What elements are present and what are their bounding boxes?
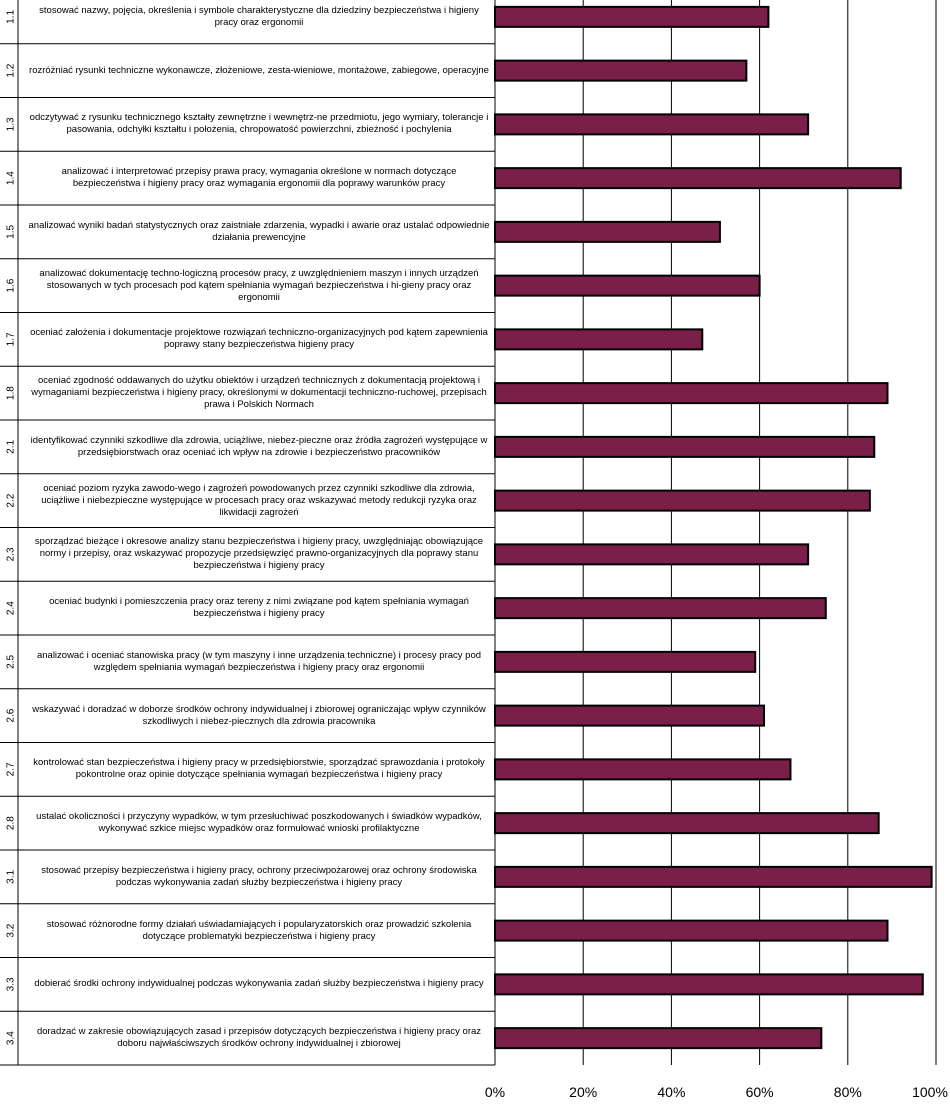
category-label-text: oceniać budynki i pomieszczenia pracy or… bbox=[49, 596, 469, 620]
category-label: identyfikować czynniki szkodliwe dla zdr… bbox=[28, 420, 490, 474]
category-code: 1.6 bbox=[6, 278, 17, 292]
category-code: 2.4 bbox=[6, 601, 17, 615]
category-label: stosować nazwy, pojęcia, określenia i sy… bbox=[28, 0, 490, 44]
category-label-text: stosować nazwy, pojęcia, określenia i sy… bbox=[39, 4, 479, 28]
bar bbox=[494, 435, 876, 458]
bar bbox=[494, 812, 880, 835]
category-label: analizować dokumentację techno-logiczną … bbox=[28, 259, 490, 313]
x-tick-label: 20% bbox=[569, 1084, 597, 1100]
category-label: kontrolować stan bezpieczeństwa i higien… bbox=[28, 743, 490, 797]
category-label: stosować przepisy bezpieczeństwa i higie… bbox=[28, 850, 490, 904]
category-code: 1.2 bbox=[6, 63, 17, 77]
category-label: oceniać poziom ryzyka zawodo-wego i zagr… bbox=[28, 474, 490, 528]
category-label-text: analizować wyniki badań statystycznych o… bbox=[28, 219, 490, 243]
category-code: 2.6 bbox=[6, 708, 17, 722]
category-label: analizować wyniki badań statystycznych o… bbox=[28, 205, 490, 259]
category-code: 2.1 bbox=[6, 439, 17, 453]
x-axis-ticks: 0% 20% 40% 60% 80% 100% bbox=[485, 1084, 948, 1100]
category-label-text: wskazywać i doradzać w doborze środków o… bbox=[32, 703, 486, 727]
category-label-text: odczytywać z rysunku technicznego kształ… bbox=[29, 112, 489, 136]
category-label: dobierać środki ochrony indywidualnej po… bbox=[28, 958, 490, 1012]
bar bbox=[494, 220, 721, 243]
bar bbox=[494, 274, 761, 297]
category-code: 2.5 bbox=[6, 654, 17, 668]
category-code: 1.3 bbox=[6, 117, 17, 131]
bars bbox=[494, 5, 933, 1050]
category-label: odczytywać z rysunku technicznego kształ… bbox=[28, 98, 490, 152]
category-label: stosować różnorodne formy działań uświad… bbox=[28, 904, 490, 958]
grid-lines bbox=[494, 0, 937, 1065]
category-label-text: analizować i oceniać stanowiska pracy (w… bbox=[36, 649, 482, 673]
bar bbox=[494, 5, 770, 28]
category-label-text: rozróżniać rysunki techniczne wykonawcze… bbox=[29, 64, 489, 76]
bar bbox=[494, 1027, 823, 1050]
category-code: 2.8 bbox=[6, 816, 17, 830]
bar bbox=[494, 650, 757, 673]
bar bbox=[494, 167, 902, 190]
category-label: doradzać w zakresie obowiązujących zasad… bbox=[28, 1011, 490, 1065]
category-code: 1.5 bbox=[6, 224, 17, 238]
category-label-text: sporządzać bieżące i okresowe analizy st… bbox=[34, 536, 484, 572]
category-label-text: doradzać w zakresie obowiązujących zasad… bbox=[36, 1026, 482, 1050]
bar bbox=[494, 973, 924, 996]
category-code: 3.4 bbox=[6, 1031, 17, 1045]
category-label: ustalać okoliczności i przyczyny wypadkó… bbox=[28, 796, 490, 850]
x-tick-label: 60% bbox=[746, 1084, 774, 1100]
category-label-text: oceniać poziom ryzyka zawodo-wego i zagr… bbox=[41, 482, 477, 518]
category-label: oceniać budynki i pomieszczenia pracy or… bbox=[28, 581, 490, 635]
bar bbox=[494, 382, 889, 405]
category-code: 1.7 bbox=[6, 332, 17, 346]
category-label: oceniać zgodność oddawanych do użytku ob… bbox=[28, 366, 490, 420]
category-label-text: stosować różnorodne formy działań uświad… bbox=[46, 918, 472, 942]
category-label-text: analizować i interpretować przepisy praw… bbox=[61, 166, 457, 190]
category-table: 1.1 1.2 1.3 1.4 1.5 1.6 1.7 1.8 2.1 2.2 2.3 2.4 2.5 2… bbox=[0, 0, 495, 1066]
category-label-text: oceniać założenia i dokumentacje projekt… bbox=[30, 327, 488, 351]
category-label-text: ustalać okoliczności i przyczyny wypadkó… bbox=[36, 811, 482, 835]
category-label: sporządzać bieżące i okresowe analizy st… bbox=[28, 528, 490, 582]
category-label: rozróżniać rysunki techniczne wykonawcze… bbox=[28, 44, 490, 98]
category-label: oceniać założenia i dokumentacje projekt… bbox=[28, 313, 490, 367]
bar bbox=[494, 919, 889, 942]
bar bbox=[494, 758, 792, 781]
x-tick-label: 0% bbox=[485, 1084, 505, 1100]
category-label: analizować i interpretować przepisy praw… bbox=[28, 151, 490, 205]
bar bbox=[494, 543, 810, 566]
category-code: 1.8 bbox=[6, 386, 17, 400]
category-code: 2.3 bbox=[6, 547, 17, 561]
category-label-text: kontrolować stan bezpieczeństwa i higien… bbox=[33, 757, 485, 781]
category-code: 3.2 bbox=[6, 923, 17, 937]
category-code: 1.1 bbox=[6, 9, 17, 23]
bar bbox=[494, 113, 810, 136]
category-label-text: dobierać środki ochrony indywidualnej po… bbox=[34, 978, 484, 990]
bar bbox=[494, 865, 933, 888]
bar bbox=[494, 704, 766, 727]
category-label-text: oceniać zgodność oddawanych do użytku ob… bbox=[31, 375, 487, 411]
category-code: 1.4 bbox=[6, 171, 17, 185]
category-label-text: identyfikować czynniki szkodliwe dla zdr… bbox=[30, 434, 488, 458]
x-tick-label: 80% bbox=[834, 1084, 862, 1100]
category-code: 2.7 bbox=[6, 762, 17, 776]
category-code: 3.1 bbox=[6, 869, 17, 883]
bar bbox=[494, 328, 704, 351]
bar bbox=[494, 59, 748, 82]
x-tick-label: 40% bbox=[657, 1084, 685, 1100]
category-label-text: analizować dokumentację techno-logiczną … bbox=[39, 267, 479, 303]
x-tick-label: 100% bbox=[912, 1084, 948, 1100]
category-label: analizować i oceniać stanowiska pracy (w… bbox=[28, 635, 490, 689]
category-label-text: stosować przepisy bezpieczeństwa i higie… bbox=[41, 864, 477, 888]
category-code: 3.3 bbox=[6, 977, 17, 991]
bar bbox=[494, 489, 871, 512]
category-code: 2.2 bbox=[6, 493, 17, 507]
category-label: wskazywać i doradzać w doborze środków o… bbox=[28, 689, 490, 743]
bar bbox=[494, 597, 827, 620]
